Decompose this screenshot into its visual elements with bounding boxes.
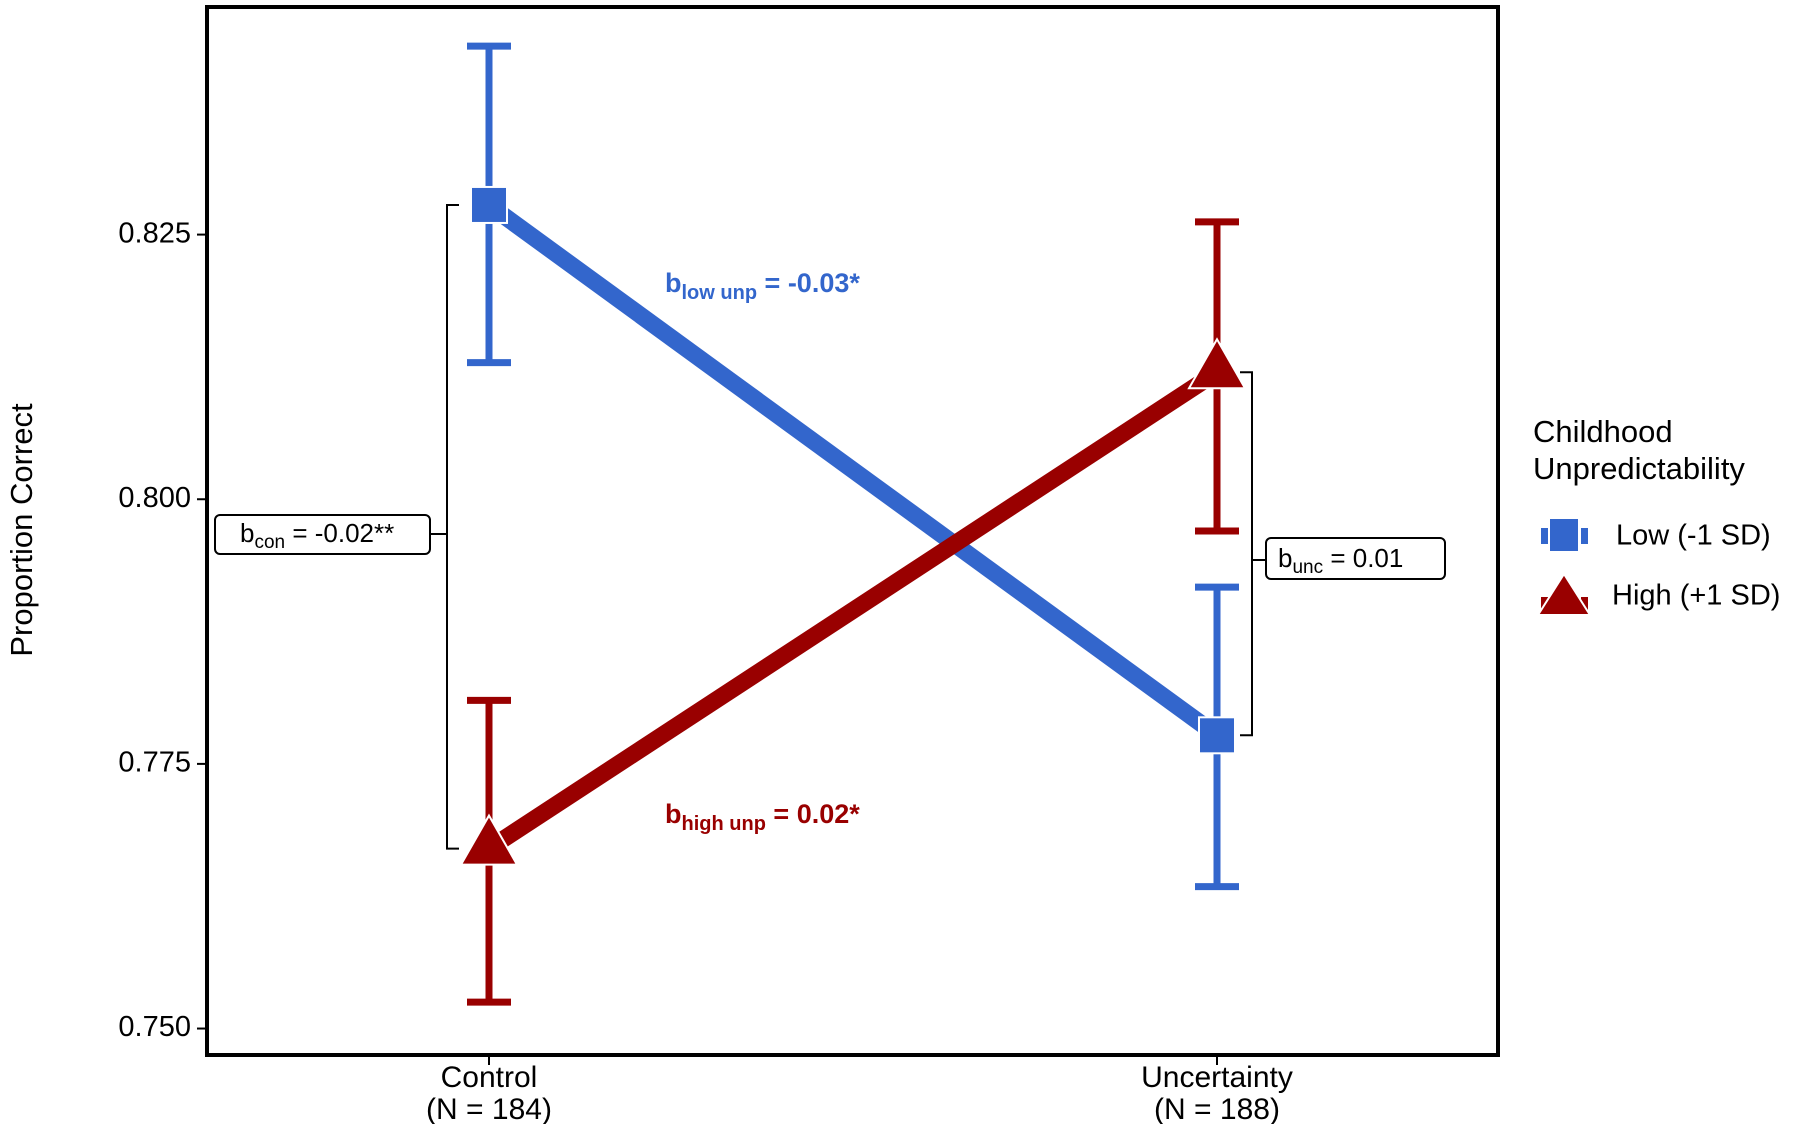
y-axis: 0.750 0.775 0.800 0.825	[118, 217, 207, 1043]
slope-label-high: bhigh unp = 0.02*	[665, 799, 860, 835]
y-axis-title: Proportion Correct	[4, 403, 39, 657]
bracket-uncertainty	[1240, 372, 1252, 735]
x-tick-label: Uncertainty	[1141, 1061, 1293, 1094]
contrast-brackets	[430, 205, 1266, 849]
y-tick-label: 0.825	[118, 217, 191, 249]
point-low	[1199, 717, 1235, 753]
contrast-label-uncertainty: bunc = 0.01	[1266, 538, 1445, 579]
point-low	[471, 187, 507, 223]
series-lines	[489, 205, 1217, 849]
x-tick-sublabel: (N = 184)	[426, 1093, 552, 1124]
legend-label-low: Low (-1 SD)	[1616, 520, 1771, 552]
y-tick-label: 0.800	[118, 482, 191, 514]
bracket-control	[447, 205, 459, 849]
slope-label-low: blow unp = -0.03*	[665, 268, 860, 304]
y-tick-label: 0.750	[118, 1011, 191, 1043]
x-axis: Control(N = 184) Uncertainty(N = 188)	[426, 1055, 1293, 1124]
legend-key-high	[1538, 574, 1590, 615]
contrast-label-control: bcon = -0.02**	[215, 515, 430, 554]
x-tick-label: Control	[441, 1061, 538, 1094]
legend-title-line2: Unpredictability	[1533, 451, 1745, 486]
y-tick-label: 0.775	[118, 747, 191, 779]
point-high	[1189, 339, 1245, 388]
legend-label-high: High (+1 SD)	[1612, 580, 1780, 612]
legend-key-low	[1541, 518, 1588, 552]
series-line-high	[489, 372, 1217, 848]
legend-title-line1: Childhood	[1533, 414, 1673, 449]
error-bars	[467, 46, 1239, 1002]
x-tick-sublabel: (N = 188)	[1154, 1093, 1280, 1124]
legend: Childhood Unpredictability Low (-1 SD) H…	[1533, 414, 1780, 615]
